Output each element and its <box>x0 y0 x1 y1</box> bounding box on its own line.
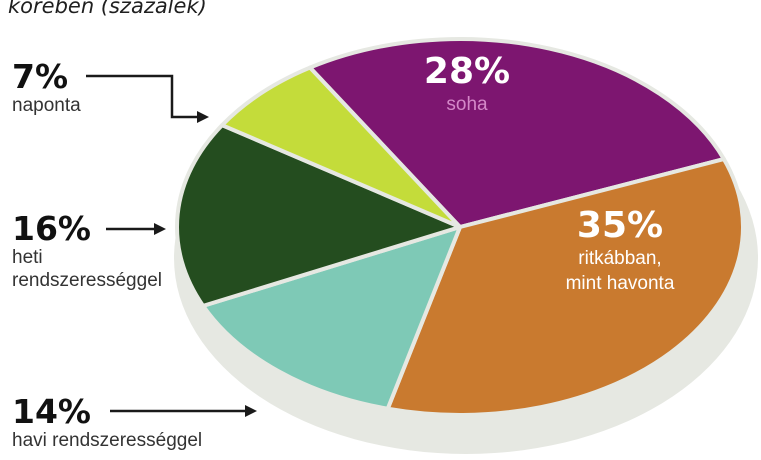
callout-heti: 16% heti rendszerességgel <box>12 212 162 292</box>
callout-value-naponta: 7% <box>12 57 69 96</box>
slice-value-ritkabban: 35% <box>576 205 664 246</box>
arrowhead-naponta <box>197 111 209 123</box>
pie-slice-ritkábban <box>385 157 745 417</box>
pie-slice-havi <box>201 225 462 411</box>
callout-havi: 14% havi rendszerességgel <box>12 395 202 452</box>
slice-text-soha: soha <box>446 94 488 115</box>
callout-value-havi: 14% <box>12 392 91 431</box>
callout-text-havi: havi rendszerességgel <box>12 430 203 451</box>
slice-value-soha: 28% <box>423 51 511 92</box>
pie-slice-heti <box>175 123 462 308</box>
callout-text-naponta: naponta <box>12 95 81 116</box>
arrowhead-heti <box>154 223 166 235</box>
callout-text-heti-line2: rendszerességgel <box>12 270 162 291</box>
pie-slice-naponta <box>220 65 462 229</box>
callout-text-heti-line1: heti <box>12 247 43 268</box>
arrowhead-havi <box>245 405 257 417</box>
slice-text-ritkabban-line2: mint havonta <box>565 273 675 294</box>
callout-value-heti: 16% <box>12 209 91 248</box>
pie-slices <box>175 37 745 417</box>
arrow-naponta <box>86 74 198 119</box>
slice-label-soha: 28% soha <box>392 52 542 117</box>
pie-slice-soha <box>308 37 726 229</box>
slice-label-ritkabban: 35% ritkábban, mint havonta <box>525 206 715 296</box>
callout-arrows <box>86 74 257 417</box>
callout-naponta: 7% naponta <box>12 60 81 117</box>
slice-text-ritkabban-line1: ritkábban, <box>578 248 662 269</box>
chart-subtitle: körében (százalék) <box>8 0 207 18</box>
